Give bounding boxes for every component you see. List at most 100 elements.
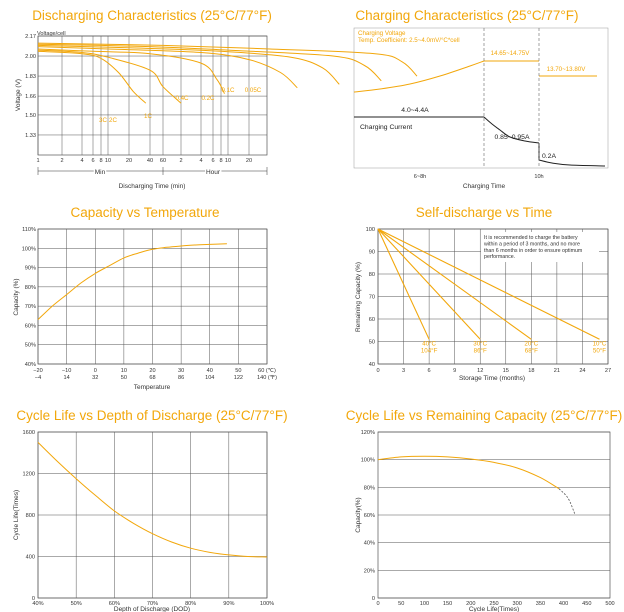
tick-label: 122 — [234, 375, 243, 381]
series-label: 104°F — [421, 347, 438, 354]
tick-label: 6 — [91, 158, 94, 164]
discharge-curve-3C — [37, 50, 147, 104]
tick-label: 1200 — [23, 472, 35, 478]
current-label: 0.85~0.95A — [495, 134, 530, 141]
tick-label: 10 — [225, 158, 231, 164]
tick-label: 100% — [260, 601, 274, 607]
tick-label: 60% — [364, 513, 375, 519]
tick-label: 200 — [466, 601, 475, 607]
tick-label: 104 — [205, 375, 214, 381]
current-label: 0.2A — [542, 153, 556, 160]
tick-label: −10 — [62, 368, 72, 374]
tick-label: 20 — [246, 158, 252, 164]
tick-label: 10h — [534, 174, 543, 180]
tick-label: 150 — [443, 601, 452, 607]
y-unit-label: Voltage/cell — [37, 31, 66, 37]
tick-label: 8 — [219, 158, 222, 164]
charging-current-taper — [483, 116, 540, 144]
note-text: It is recommended to charge the battery — [484, 235, 578, 241]
tick-label: 40 — [147, 158, 153, 164]
voltage-label: 13.70~13.80V — [547, 66, 587, 73]
tick-label: 0 — [94, 368, 97, 374]
tick-label: 50 — [121, 375, 127, 381]
series-label: 40°C — [422, 340, 436, 347]
tick-label: 100 — [420, 601, 429, 607]
series-label: 0.4C — [175, 95, 189, 102]
capacity-retention-extrapolation — [558, 488, 576, 516]
chart-title: Cycle Life vs Depth of Discharge (25°C/7… — [16, 408, 287, 423]
tick-label: 400 — [559, 601, 568, 607]
tick-label: 8 — [99, 158, 102, 164]
discharge-curve-0.1C — [37, 43, 382, 82]
tick-label: 90% — [25, 266, 36, 272]
series-label: 30°C — [473, 340, 487, 347]
tick-label: 6 — [428, 368, 431, 374]
discharge-curve-2C — [37, 49, 182, 104]
tick-label: 4 — [80, 158, 83, 164]
tick-label: 450 — [582, 601, 591, 607]
tick-label: 300 — [513, 601, 522, 607]
plot-frame — [353, 27, 609, 169]
tick-label: 2 — [60, 158, 63, 164]
selfdischarge-line — [377, 228, 481, 340]
tick-label: 32 — [92, 375, 98, 381]
cycle-life-curve — [37, 442, 268, 558]
tick-label: 40 — [207, 368, 213, 374]
tick-label: −20 — [33, 368, 43, 374]
tick-label: 2.00 — [25, 54, 36, 60]
tick-label: 50 — [235, 368, 241, 374]
series-label: 86°F — [474, 347, 487, 354]
tick-label: 60 — [369, 317, 375, 323]
tick-label: 400 — [26, 555, 35, 561]
tick-label: 6~8h — [414, 174, 427, 180]
charging-current-float — [538, 159, 606, 167]
axis-label: Discharging Time (min) — [119, 183, 186, 190]
legend-text: Temp. Coefficient: 2.5~4.0mV/°C*cell — [358, 37, 460, 44]
tick-label: 90% — [223, 601, 234, 607]
tick-label: 50 — [369, 340, 375, 346]
tick-label: 60 (℃) — [258, 368, 276, 374]
tick-label: 70% — [25, 304, 36, 310]
tick-label: 20 — [149, 368, 155, 374]
selfdischarge-line — [377, 228, 600, 340]
segment-label: Min — [95, 169, 106, 176]
tick-label: 500 — [605, 601, 614, 607]
tick-label: 40% — [25, 362, 36, 368]
tick-label: 20% — [364, 568, 375, 574]
tick-label: 20 — [126, 158, 132, 164]
tick-label: 100 — [366, 227, 375, 233]
selfdischarge-line — [377, 228, 532, 340]
tick-label: 90 — [369, 250, 375, 256]
tick-label: 120% — [361, 430, 375, 436]
tick-label: 100% — [22, 246, 36, 252]
tick-label: 50% — [25, 343, 36, 349]
tick-label: 0 — [372, 596, 375, 602]
discharge-curve-1C — [37, 48, 225, 94]
axis-label: Storage Time (months) — [459, 375, 525, 382]
selfdischarge-line — [377, 228, 430, 340]
tick-label: 6 — [211, 158, 214, 164]
tick-label: 350 — [536, 601, 545, 607]
chart-title: Self-discharge vs Time — [416, 205, 553, 220]
series-label: 0.2C — [201, 95, 215, 102]
tick-label: 50 — [398, 601, 404, 607]
axis-label: Cycle Life(Times) — [13, 490, 20, 540]
axis-label: Capacity(%) — [355, 497, 362, 532]
tick-label: 2.17 — [25, 34, 36, 40]
capacity-retention-curve — [377, 455, 560, 490]
tick-label: 40% — [364, 541, 375, 547]
note-text: performance. — [484, 254, 515, 260]
note-box — [481, 232, 599, 262]
tick-label: 80% — [185, 601, 196, 607]
axis-label: Capacity (%) — [13, 278, 20, 315]
tick-label: 140 (℉) — [257, 375, 277, 381]
tick-label: 80% — [364, 485, 375, 491]
tick-label: 70 — [369, 295, 375, 301]
tick-label: 4 — [199, 158, 202, 164]
series-label: 2C — [109, 117, 117, 124]
axis-label: Voltage (V) — [15, 79, 22, 111]
tick-label: 30 — [178, 368, 184, 374]
axis-label: Depth of Discharge (DOD) — [114, 606, 190, 612]
